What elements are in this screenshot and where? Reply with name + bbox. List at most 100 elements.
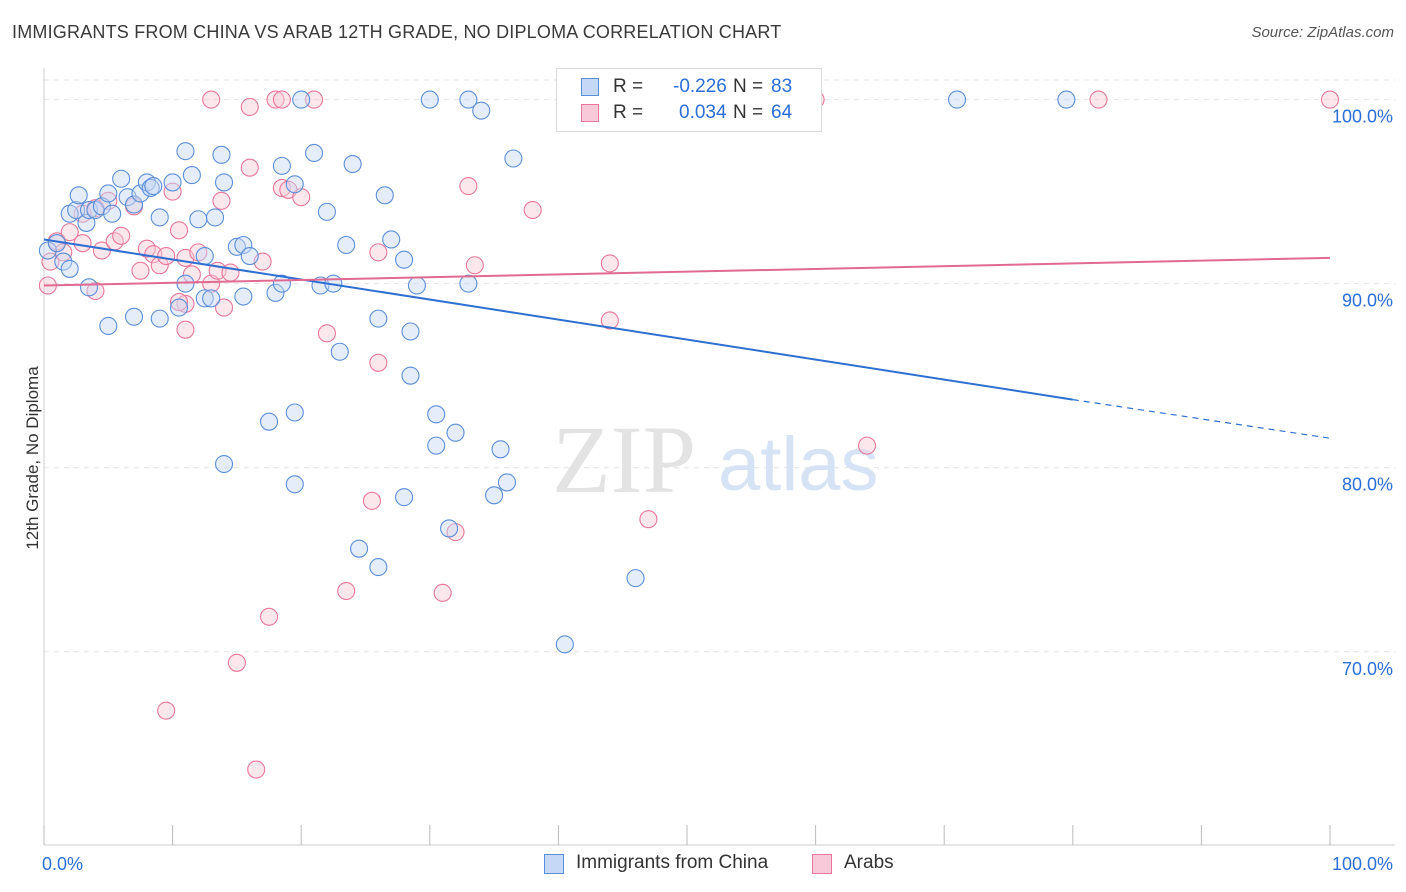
- point-china: [395, 488, 414, 507]
- chart-title: IMMIGRANTS FROM CHINA VS ARAB 12TH GRADE…: [12, 22, 782, 42]
- point-china: [459, 274, 478, 293]
- point-china: [205, 208, 225, 227]
- point-china: [285, 403, 304, 422]
- point-china: [195, 289, 214, 308]
- point-china: [626, 569, 645, 588]
- point-china: [79, 278, 99, 297]
- point-china: [38, 241, 57, 260]
- tick-labels: 70.0% 80.0% 90.0% 100.0% 0.0% 100.0%: [42, 107, 1393, 874]
- legend-swatch-arabs: [581, 104, 599, 122]
- point-china: [350, 539, 369, 558]
- point-arabs: [523, 200, 542, 220]
- series-china: [38, 90, 1076, 654]
- point-china: [330, 342, 349, 361]
- point-china: [176, 142, 195, 161]
- point-china: [420, 90, 439, 109]
- point-china: [459, 90, 478, 109]
- legend-r-value: 0.034: [679, 102, 727, 123]
- point-china: [401, 366, 420, 385]
- point-china: [182, 166, 201, 185]
- point-china: [67, 200, 86, 220]
- point-arabs: [639, 510, 658, 529]
- point-china: [292, 90, 311, 109]
- point-china: [124, 195, 144, 214]
- x-tick-label: 100.0%: [1332, 854, 1393, 874]
- point-arabs: [465, 256, 484, 275]
- point-arabs: [600, 311, 619, 330]
- point-china: [60, 259, 79, 278]
- point-arabs: [459, 177, 478, 196]
- point-china: [305, 143, 324, 163]
- point-china: [369, 309, 388, 328]
- y-tick-label: 70.0%: [1342, 659, 1393, 679]
- watermark-zip: ZIP: [552, 406, 696, 513]
- point-china: [214, 454, 234, 474]
- point-arabs: [202, 90, 221, 109]
- watermark: ZIP atlas: [552, 406, 879, 513]
- point-arabs: [857, 436, 877, 455]
- bottom-legend-swatch-china: [544, 854, 564, 874]
- point-arabs: [433, 583, 452, 602]
- point-china: [272, 156, 291, 175]
- point-china: [317, 202, 336, 221]
- point-china: [234, 287, 253, 306]
- y-tick-label: 80.0%: [1342, 475, 1393, 495]
- point-china: [337, 235, 356, 255]
- point-china: [285, 475, 304, 494]
- point-arabs: [369, 353, 388, 372]
- point-china: [189, 210, 208, 229]
- point-china: [144, 177, 163, 196]
- watermark-atlas: atlas: [718, 422, 879, 507]
- y-tick-label: 90.0%: [1342, 291, 1393, 311]
- bottom-legend-swatch-arabs: [812, 854, 832, 874]
- point-arabs: [247, 760, 266, 779]
- point-arabs: [112, 226, 131, 245]
- point-arabs: [1320, 90, 1340, 109]
- point-china: [169, 298, 189, 317]
- legend-swatch-china: [581, 78, 599, 96]
- point-arabs: [259, 607, 279, 626]
- point-china: [176, 274, 195, 293]
- point-china: [240, 246, 259, 266]
- trend-line-china-dashed: [1072, 399, 1331, 439]
- point-arabs: [157, 701, 176, 720]
- point-arabs: [212, 191, 231, 210]
- point-china: [382, 230, 401, 249]
- point-arabs: [157, 246, 176, 266]
- point-china: [555, 635, 574, 654]
- axes: [43, 68, 1395, 846]
- legend-n-value: 64: [771, 102, 793, 123]
- legend-n-label: N =: [733, 76, 764, 97]
- point-china: [401, 322, 420, 341]
- source-label: Source: ZipAtlas.com: [1251, 24, 1394, 41]
- point-china: [112, 169, 131, 188]
- point-arabs: [266, 90, 285, 109]
- point-arabs: [337, 581, 356, 601]
- point-china: [99, 316, 118, 336]
- point-arabs: [240, 97, 259, 117]
- point-china: [141, 178, 160, 197]
- point-china: [407, 276, 426, 295]
- point-china: [214, 173, 234, 192]
- trend-line-china: [43, 238, 1073, 401]
- trend-lines: [43, 238, 1331, 439]
- bottom-legend-label-arabs: Arabs: [844, 852, 894, 873]
- trend-line-arabs: [43, 256, 1331, 287]
- point-china: [234, 235, 253, 255]
- point-arabs: [240, 158, 259, 177]
- point-arabs: [163, 182, 182, 201]
- point-china: [472, 101, 491, 120]
- point-china: [202, 289, 221, 308]
- y-axis-label: 12th Grade, No Diploma: [23, 366, 42, 550]
- point-arabs: [362, 491, 381, 510]
- legend-r-label: R =: [613, 102, 644, 123]
- point-arabs: [131, 261, 150, 280]
- point-china: [150, 208, 169, 227]
- point-arabs: [1089, 90, 1108, 109]
- point-arabs: [227, 653, 246, 672]
- point-arabs: [54, 243, 73, 262]
- point-china: [343, 154, 362, 174]
- point-china: [485, 486, 504, 505]
- point-china: [375, 186, 394, 205]
- point-china: [427, 405, 446, 424]
